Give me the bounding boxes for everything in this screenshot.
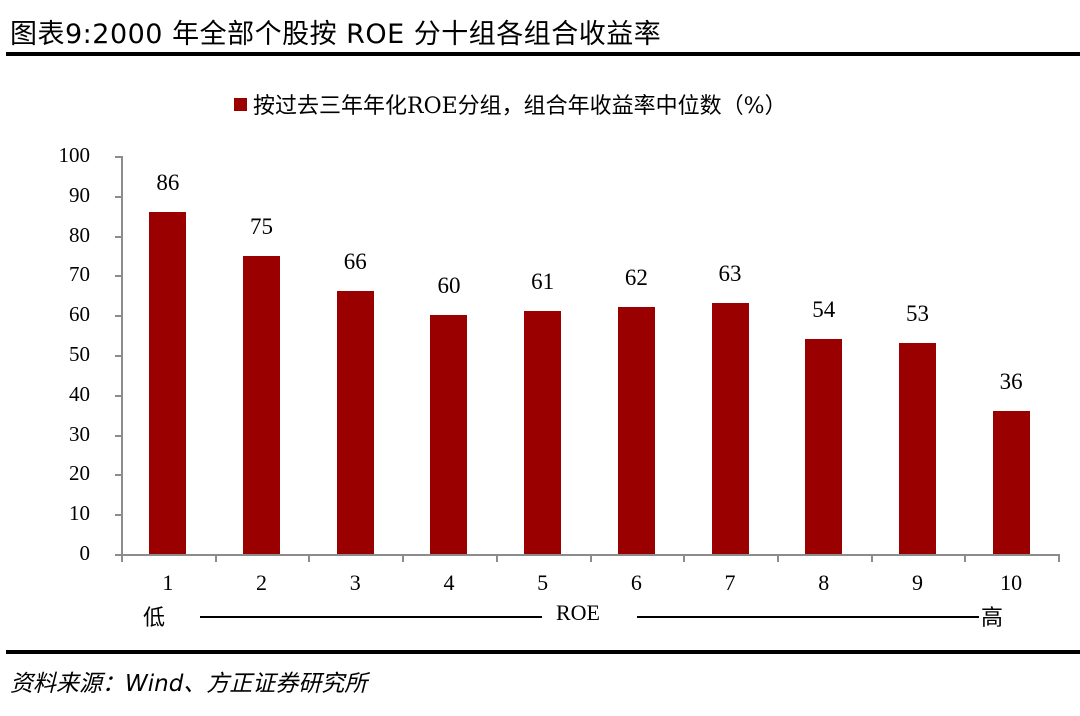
x-tick: [776, 554, 779, 562]
bar-9: [898, 343, 936, 554]
x-tick-label: 4: [443, 570, 455, 595]
legend: 按过去三年年化ROE分组，组合年收益率中位数（%）: [234, 88, 787, 120]
data-label: 63: [718, 261, 742, 287]
y-tick-label: 50: [69, 342, 90, 366]
y-tick-label: 30: [69, 421, 90, 446]
y-tick: [115, 315, 121, 318]
y-tick: [115, 554, 121, 556]
y-tick: [115, 474, 121, 477]
data-label: 54: [812, 297, 836, 323]
y-tick-label: 20: [69, 461, 90, 486]
y-tick-label: 70: [69, 262, 90, 287]
x-tick: [495, 554, 498, 562]
roe-high-label: 高: [981, 605, 1004, 630]
y-tick: [115, 434, 121, 437]
data-label: 75: [250, 213, 274, 239]
data-label: 53: [905, 301, 929, 327]
x-tick-label: 7: [724, 570, 736, 595]
roe-arrow-line-right: [637, 616, 979, 618]
y-tick-label: 60: [69, 302, 90, 327]
bar-3: [336, 291, 374, 554]
y-tick-label: 100: [58, 143, 91, 167]
bar-chart: 0 10 20 30 40 50 60 70 80 90 100 86 1 75 2 66 3 60 4 61 5 62 6…: [58, 143, 1060, 595]
data-label: 36: [999, 368, 1023, 394]
x-tick-label: 5: [537, 570, 549, 595]
x-tick: [402, 554, 405, 562]
legend-swatch: [234, 97, 247, 111]
y-tick: [115, 156, 121, 158]
x-tick: [308, 554, 311, 562]
bar-6: [617, 307, 655, 554]
y-tick-label: 80: [69, 222, 90, 247]
x-tick: [589, 554, 592, 562]
x-tick-label: 2: [256, 570, 268, 595]
chart-title: 图表9:2000 年全部个股按 ROE 分十组各组合收益率: [10, 19, 662, 50]
x-tick: [121, 554, 123, 562]
legend-label: 按过去三年年化ROE分组，组合年收益率中位数（%）: [253, 94, 787, 119]
bar-10: [992, 410, 1030, 554]
source-note: 资料来源：Wind、方正证券研究所: [10, 671, 368, 697]
x-tick-label: 9: [911, 570, 923, 595]
y-tick: [115, 235, 121, 238]
y-tick: [115, 195, 121, 198]
x-tick: [1058, 554, 1060, 562]
x-tick-label: 1: [162, 570, 174, 595]
x-tick: [964, 554, 967, 562]
data-label: 86: [156, 169, 180, 195]
y-tick: [115, 355, 121, 357]
y-tick: [115, 514, 121, 517]
bar-4: [430, 315, 468, 554]
y-tick-label: 40: [69, 381, 90, 406]
x-tick-label: 6: [630, 570, 642, 595]
y-tick-label: 10: [69, 501, 90, 526]
x-tick-label: 8: [818, 570, 830, 595]
title-divider: [6, 52, 1080, 56]
x-tick-label: 3: [349, 570, 361, 595]
data-label: 60: [437, 273, 461, 299]
x-tick: [683, 554, 686, 562]
x-axis-roe-caption: 低 ROE 高: [0, 600, 1080, 630]
bar-7: [711, 303, 749, 554]
y-axis-line: [121, 156, 123, 555]
data-label: 61: [531, 269, 555, 295]
bar-2: [243, 255, 281, 554]
x-tick: [214, 554, 217, 562]
footer-divider: [6, 650, 1080, 654]
roe-mid-label: ROE: [556, 600, 600, 625]
y-tick-label: 0: [79, 541, 91, 565]
bar-5: [524, 311, 562, 554]
data-label: 66: [343, 249, 367, 275]
y-tick: [115, 394, 121, 397]
bar-8: [805, 339, 843, 554]
x-tick-label: 10: [1000, 570, 1023, 595]
bar-1: [149, 211, 187, 554]
data-label: 62: [624, 265, 648, 291]
roe-low-label: 低: [143, 605, 166, 630]
y-tick-label: 90: [69, 182, 90, 207]
x-tick: [870, 554, 873, 562]
roe-arrow-line-left: [200, 616, 542, 618]
y-tick: [115, 275, 121, 278]
